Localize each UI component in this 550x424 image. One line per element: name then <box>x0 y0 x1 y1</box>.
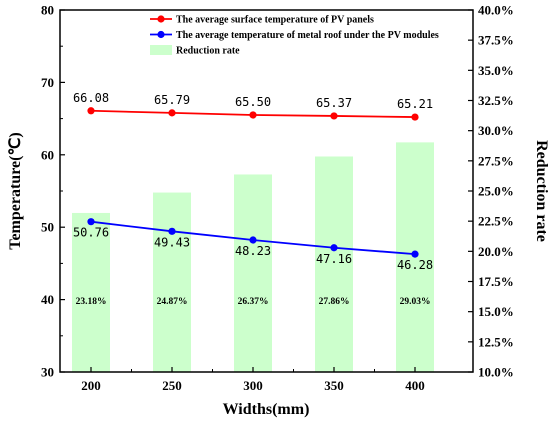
series-2-point-400 <box>411 250 419 258</box>
series-1-point-200 <box>87 107 95 115</box>
series-2-point-200 <box>87 218 95 226</box>
right-tick-label: 32.5% <box>478 93 514 108</box>
left-tick-label: 50 <box>41 220 54 235</box>
series-1-label-350: 65.37 <box>316 96 352 110</box>
x-tick-label: 350 <box>324 378 344 393</box>
left-tick-label: 30 <box>41 365 54 380</box>
series-2-label-400: 46.28 <box>397 258 433 272</box>
legend-text-3: Reduction rate <box>176 46 240 57</box>
series-1-label-200: 66.08 <box>73 91 109 105</box>
right-tick-label: 15.0% <box>478 304 514 319</box>
series-1-label-300: 65.50 <box>235 95 271 109</box>
series-1-label-400: 65.21 <box>397 97 433 111</box>
ticks-layer: 30 40 50 60 70 80 10.0% 12.5% 15.0% 17.5% 20.0% 22.… <box>41 3 514 394</box>
legend-text-1: The average surface temperature of PV pa… <box>176 15 374 26</box>
series-2-point-250 <box>168 227 176 235</box>
series-1-point-300 <box>249 111 257 119</box>
series-1-label-250: 65.79 <box>154 93 190 107</box>
series-1-point-350 <box>330 112 338 120</box>
left-tick-label: 60 <box>41 147 54 162</box>
series-2-label-250: 49.43 <box>154 235 190 249</box>
left-tick-label: 70 <box>41 75 54 90</box>
point-labels-layer: 66.08 65.79 65.50 65.37 65.21 50.76 49.43 48.23… <box>73 91 433 272</box>
bar-label-250: 24.87% <box>157 297 188 307</box>
right-tick-label: 30.0% <box>478 123 514 138</box>
right-tick-label: 25.0% <box>478 184 514 199</box>
legend-swatch-3 <box>150 45 172 55</box>
left-tick-label: 40 <box>41 292 54 307</box>
bar-label-200: 23.18% <box>76 297 107 307</box>
x-tick-label: 400 <box>405 378 425 393</box>
lines-layer <box>87 107 419 258</box>
left-tick-label: 80 <box>41 3 54 18</box>
x-tick-label: 200 <box>81 378 101 393</box>
series-2-label-300: 48.23 <box>235 244 271 258</box>
right-tick-label: 17.5% <box>478 274 514 289</box>
bar-200 <box>72 212 110 372</box>
bar-label-350: 27.86% <box>319 297 350 307</box>
right-tick-label: 20.0% <box>478 244 514 259</box>
series-2-label-200: 50.76 <box>73 226 109 240</box>
series-1-point-400 <box>411 113 419 121</box>
x-axis-title: Widths(mm) <box>223 401 310 418</box>
right-tick-label: 12.5% <box>478 334 514 349</box>
x-tick-label: 250 <box>162 378 182 393</box>
legend-marker-2 <box>157 30 165 39</box>
right-tick-label: 10.0% <box>478 365 514 380</box>
right-axis-title: Reduction rate <box>533 140 550 242</box>
series-2-point-300 <box>249 236 257 244</box>
right-tick-label: 22.5% <box>478 214 514 229</box>
bar-250 <box>153 192 191 372</box>
right-tick-label: 35.0% <box>478 63 514 78</box>
right-tick-label: 27.5% <box>478 153 514 168</box>
bar-labels-layer: 23.18% 24.87% 26.37% 27.86% 29.03% <box>76 297 431 307</box>
bar-label-300: 26.37% <box>238 297 269 307</box>
legend-marker-1 <box>157 15 165 23</box>
right-tick-label: 37.5% <box>478 33 514 48</box>
bar-300 <box>234 174 272 372</box>
left-axis-title: Temperature(℃) <box>7 132 24 250</box>
bar-label-400: 29.03% <box>400 297 431 307</box>
legend: The average surface temperature of PV pa… <box>150 15 439 57</box>
right-tick-label: 40.0% <box>478 3 514 18</box>
x-tick-label: 300 <box>243 378 263 393</box>
legend-text-2: The average temperature of metal roof un… <box>176 30 439 41</box>
bar-350 <box>315 156 353 372</box>
series-2-point-350 <box>330 244 338 252</box>
series-1-point-250 <box>168 109 176 117</box>
series-2-label-350: 47.16 <box>316 252 352 266</box>
